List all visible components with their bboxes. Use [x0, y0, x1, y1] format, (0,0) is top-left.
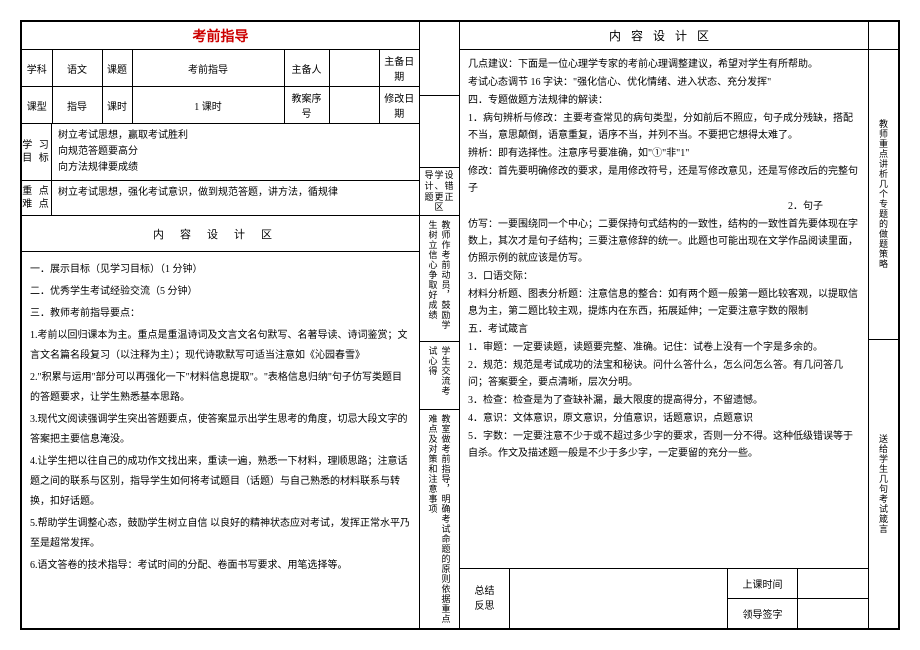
- right-line: 5．字数：一定要注意不少于或不超过多少字的要求，否则一分不得。这种低级错误等于自…: [468, 428, 860, 462]
- left-side-cell: 学生交流考试心得: [420, 342, 459, 409]
- right-line: 修改：首先要明确修改的要求，是用修改符号，还是写修改意见，还是写修改后的完整句子: [468, 163, 860, 197]
- topic-value: 考前指导: [132, 50, 284, 87]
- content-line: 3.现代文阅读强调学生突出答题要点，使答案显示出学生思考的角度，切忌大段文字的答…: [30, 410, 411, 450]
- right-line: 2．规范：规范是考试成功的法宝和秘诀。问什么答什么，怎么问怎么答。有几问答几问；…: [468, 357, 860, 391]
- topic-label: 课题: [102, 50, 132, 87]
- page-container: 考前指导 学科 语文 课题 考前指导 主备人 主备日期 课型 指导 课时 1 课…: [20, 20, 900, 630]
- right-line: 仿写：一要围绕同一个中心；二要保持句式结构的一致性，结构的一致性首先要体现在字数…: [468, 216, 860, 267]
- left-side-column: 导学设计、错题更正区 教师作考前动员，鼓励学生树立信心争取好成绩 学生交流考试心…: [419, 22, 459, 628]
- right-line: 几点建议：下面是一位心理学专家的考前心理调整建议，希望对学生有所帮助。: [468, 56, 860, 73]
- type-value: 指导: [52, 87, 102, 124]
- rev-label: 修改日期: [379, 87, 419, 124]
- content-line: 5.帮助学生调整心态，鼓励学生树立自信 以良好的精神状态应对考试，发挥正常水平乃…: [30, 514, 411, 554]
- right-line: 1．审题：一定要读题，读题要完整、准确。记住：试卷上没有一个字是多余的。: [468, 339, 860, 356]
- content-line: 4.让学生把以往自己的成功作文找出来，重读一遍，熟悉一下材料，理顺思路；注意话题…: [30, 452, 411, 512]
- right-line: 3．口语交际：: [468, 268, 860, 285]
- left-panel: 考前指导 学科 语文 课题 考前指导 主备人 主备日期 课型 指导 课时 1 课…: [22, 22, 460, 628]
- left-side-cell: 教室做考前指导，明确考试命题的原则依据重点难点及对策和注意事项: [420, 410, 459, 628]
- time-value: [798, 569, 868, 598]
- seq-value: [329, 87, 379, 124]
- content-line: 二．优秀学生考试经验交流（5 分钟）: [30, 282, 411, 302]
- subject-label: 学科: [22, 50, 52, 87]
- right-line: 考试心态调节 16 字诀："强化信心、优化情绪、进入状态、充分发挥": [468, 74, 860, 91]
- content-line: 一．展示目标（见学习目标）（1 分钟）: [30, 260, 411, 280]
- diff-content: 树立考试思想，强化考试意识，做到规范答题，讲方法，循规律: [52, 181, 419, 215]
- left-side-blank2: [420, 96, 459, 168]
- hours-label: 课时: [102, 87, 132, 124]
- left-main: 考前指导 学科 语文 课题 考前指导 主备人 主备日期 课型 指导 课时 1 课…: [22, 22, 419, 628]
- diff-label: 重 点难 点: [22, 181, 52, 215]
- content-line: 三．教师考前指导要点：: [30, 304, 411, 324]
- goals-content: 树立考试思想，赢取考试胜利 向规范答题要高分 向方法规律要成绩: [52, 124, 419, 180]
- goals-row: 学 习目 标 树立考试思想，赢取考试胜利 向规范答题要高分 向方法规律要成绩: [22, 124, 419, 181]
- right-header: 内容设计区: [460, 22, 868, 50]
- sign-label: 领导签字: [728, 599, 798, 628]
- time-label: 上课时间: [728, 569, 798, 598]
- right-line: 4．意识：文体意识，原文意识，分值意识，话题意识，点题意识: [468, 410, 860, 427]
- sign-block: 上课时间 领导签字: [728, 569, 868, 628]
- right-side-blank: [869, 22, 898, 50]
- seq-label: 教案序号: [284, 87, 329, 124]
- hours-value: 1 课时: [132, 87, 284, 124]
- subject-value: 语文: [52, 50, 102, 87]
- right-line: 四．专题做题方法规律的解读：: [468, 92, 860, 109]
- meta-table: 学科 语文 课题 考前指导 主备人 主备日期 课型 指导 课时 1 课时 教案序…: [22, 50, 419, 124]
- content-body-left: 一．展示目标（见学习目标）（1 分钟） 二．优秀学生考试经验交流（5 分钟） 三…: [22, 252, 419, 628]
- right-line: 五．考试箴言: [468, 321, 860, 338]
- content-header-left: 内容设计区: [22, 216, 419, 252]
- left-side-top: 导学设计、错题更正区: [420, 168, 459, 216]
- summary-label: 总结 反思: [460, 569, 510, 628]
- left-side-cell: 教师作考前动员，鼓励学生树立信心争取好成绩: [420, 216, 459, 342]
- sign-value: [798, 599, 868, 628]
- summary-content: [510, 569, 728, 628]
- left-side-blank: [420, 22, 459, 96]
- right-bottom: 总结 反思 上课时间 领导签字: [460, 568, 868, 628]
- type-label: 课型: [22, 87, 52, 124]
- content-body-right: 几点建议：下面是一位心理学专家的考前心理调整建议，希望对学生有所帮助。 考试心态…: [460, 50, 868, 568]
- diff-row: 重 点难 点 树立考试思想，强化考试意识，做到规范答题，讲方法，循规律: [22, 181, 419, 216]
- page-title: 考前指导: [22, 22, 419, 50]
- author-label: 主备人: [284, 50, 329, 87]
- right-line: 材料分析题、图表分析题：注意信息的整合：如有两个题一般第一题比较客观，以提取信息…: [468, 286, 860, 320]
- right-side-column: 教师重点讲析几个专题的做题策略 送给学生几句考试箴言: [868, 22, 898, 628]
- content-line: 2."积累与运用"部分可以再强化一下"材料信息提取"。"表格信息归纳"句子仿写类…: [30, 368, 411, 408]
- content-line: 6.语文答卷的技术指导：考试时间的分配、卷面书写要求、用笔选择等。: [30, 556, 411, 576]
- goals-label: 学 习目 标: [22, 124, 52, 180]
- right-line: 辨析：即有选择性。注意序号要准确，如"①"非"1": [468, 145, 860, 162]
- right-side-cell: 教师重点讲析几个专题的做题策略: [869, 50, 898, 340]
- right-line: 2．句子: [468, 198, 860, 215]
- right-line: 1．病句辨析与修改：主要考查常见的病句类型，分如前后不照应，句子成分残缺，搭配不…: [468, 110, 860, 144]
- right-panel: 内容设计区 几点建议：下面是一位心理学专家的考前心理调整建议，希望对学生有所帮助…: [460, 22, 898, 628]
- right-side-cell: 送给学生几句考试箴言: [869, 340, 898, 629]
- date-label: 主备日期: [379, 50, 419, 87]
- content-line: 1.考前以回归课本为主。重点是重温诗词及文言文名句默写、名著导读、诗词鉴赏；文言…: [30, 326, 411, 366]
- right-line: 3．检查：检查是为了查缺补漏，最大限度的提高得分，不留遗憾。: [468, 392, 860, 409]
- author-value: [329, 50, 379, 87]
- right-main: 内容设计区 几点建议：下面是一位心理学专家的考前心理调整建议，希望对学生有所帮助…: [460, 22, 868, 628]
